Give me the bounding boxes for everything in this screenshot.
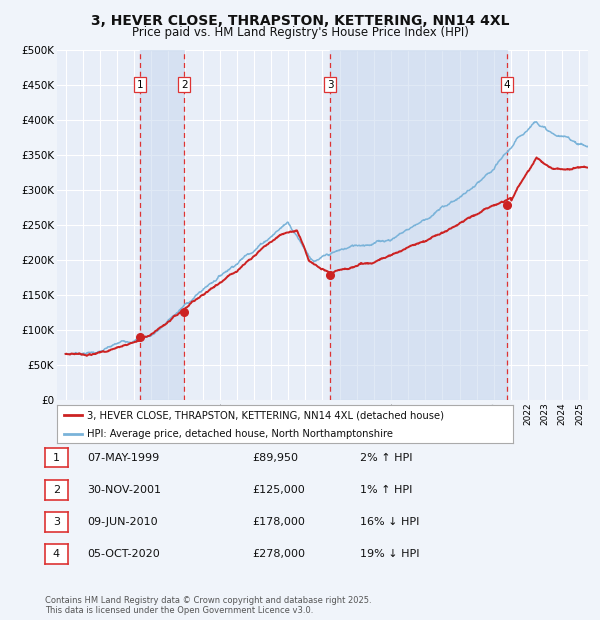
Text: 4: 4 [503, 79, 510, 90]
Text: 09-JUN-2010: 09-JUN-2010 [87, 517, 158, 527]
Text: 05-OCT-2020: 05-OCT-2020 [87, 549, 160, 559]
Text: 1: 1 [137, 79, 143, 90]
Text: Contains HM Land Registry data © Crown copyright and database right 2025.
This d: Contains HM Land Registry data © Crown c… [45, 596, 371, 615]
Text: 1: 1 [53, 453, 60, 463]
Text: Price paid vs. HM Land Registry's House Price Index (HPI): Price paid vs. HM Land Registry's House … [131, 26, 469, 39]
Text: 4: 4 [53, 549, 60, 559]
Text: 2% ↑ HPI: 2% ↑ HPI [360, 453, 413, 463]
Text: £278,000: £278,000 [252, 549, 305, 559]
Text: £125,000: £125,000 [252, 485, 305, 495]
Text: 2: 2 [53, 485, 60, 495]
Text: 16% ↓ HPI: 16% ↓ HPI [360, 517, 419, 527]
Text: 30-NOV-2001: 30-NOV-2001 [87, 485, 161, 495]
Text: 1% ↑ HPI: 1% ↑ HPI [360, 485, 412, 495]
Bar [330, 50, 506, 400]
Text: 3, HEVER CLOSE, THRAPSTON, KETTERING, NN14 4XL (detached house): 3, HEVER CLOSE, THRAPSTON, KETTERING, NN… [86, 410, 443, 420]
Text: 3: 3 [327, 79, 334, 90]
Text: HPI: Average price, detached house, North Northamptonshire: HPI: Average price, detached house, Nort… [86, 428, 392, 439]
Text: 2: 2 [181, 79, 187, 90]
Text: 3: 3 [53, 517, 60, 527]
Text: £89,950: £89,950 [252, 453, 298, 463]
Text: 3, HEVER CLOSE, THRAPSTON, KETTERING, NN14 4XL: 3, HEVER CLOSE, THRAPSTON, KETTERING, NN… [91, 14, 509, 28]
Text: £178,000: £178,000 [252, 517, 305, 527]
Bar [140, 50, 184, 400]
Text: 19% ↓ HPI: 19% ↓ HPI [360, 549, 419, 559]
Text: 07-MAY-1999: 07-MAY-1999 [87, 453, 159, 463]
